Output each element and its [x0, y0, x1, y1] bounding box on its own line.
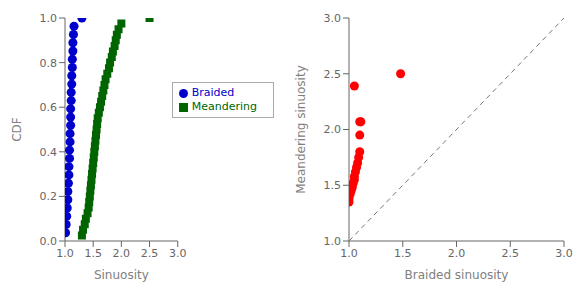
svg-text:3.0: 3.0 [555, 247, 573, 260]
svg-text:0.8: 0.8 [40, 57, 58, 70]
svg-text:1.0: 1.0 [340, 247, 358, 260]
svg-text:3.0: 3.0 [169, 247, 187, 260]
svg-text:1.0: 1.0 [56, 247, 74, 260]
svg-text:0.2: 0.2 [40, 190, 58, 203]
svg-text:2.0: 2.0 [113, 247, 131, 260]
svg-text:2.5: 2.5 [141, 247, 159, 260]
svg-text:0.4: 0.4 [40, 146, 58, 159]
html-text:Braided: Braided [191, 86, 235, 99]
svg-text:1.5: 1.5 [84, 247, 102, 260]
svg-text:1.5: 1.5 [324, 179, 342, 192]
svg-text:2.0: 2.0 [448, 247, 466, 260]
svg-text:3.0: 3.0 [324, 12, 342, 25]
svg-text:1.0: 1.0 [324, 235, 342, 248]
html-text:Meandering: Meandering [191, 100, 257, 113]
svg-text:CDF: CDF [10, 117, 24, 142]
svg-text:Sinuosity: Sinuosity [94, 268, 149, 282]
svg-text:2.5: 2.5 [324, 68, 342, 81]
svg-text:1.0: 1.0 [40, 12, 58, 25]
svg-text:2.5: 2.5 [502, 247, 520, 260]
svg-text:0.0: 0.0 [40, 235, 58, 248]
svg-text:Braided sinuosity: Braided sinuosity [405, 268, 509, 282]
svg-text:0.6: 0.6 [40, 101, 58, 114]
svg-text:2.0: 2.0 [324, 123, 342, 136]
svg-text:Meandering sinuosity: Meandering sinuosity [294, 65, 308, 194]
svg-text:1.5: 1.5 [394, 247, 412, 260]
